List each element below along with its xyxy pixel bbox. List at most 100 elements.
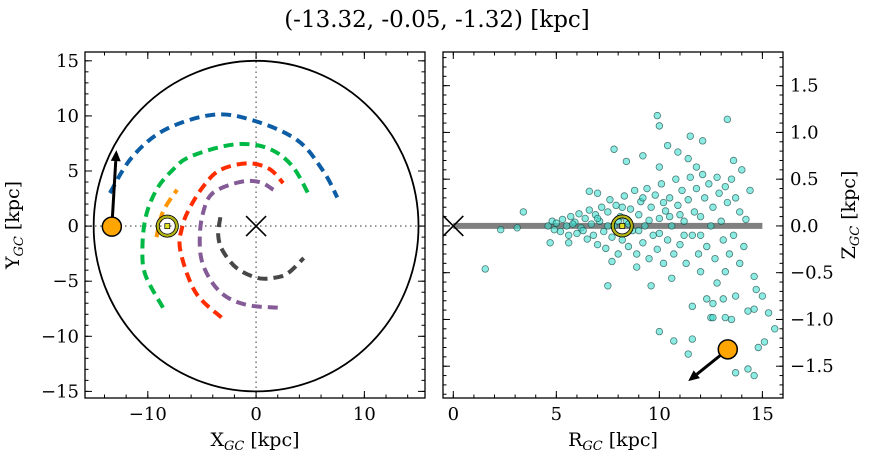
scatter-point bbox=[661, 207, 670, 215]
scatter-point bbox=[612, 201, 620, 210]
scatter-point bbox=[719, 295, 727, 303]
y-tick-label: −0.5 bbox=[790, 263, 834, 284]
scatter-point bbox=[610, 145, 618, 153]
scatter-point bbox=[746, 186, 754, 195]
scatter-point bbox=[585, 206, 594, 214]
y-tick-label: −10 bbox=[41, 326, 79, 347]
scatter-point bbox=[657, 180, 666, 188]
scatter-point bbox=[513, 224, 521, 232]
x-tick-label: 0 bbox=[250, 404, 261, 425]
scatter-point bbox=[705, 180, 713, 188]
scatter-point bbox=[729, 231, 738, 239]
scatter-point bbox=[758, 292, 767, 300]
y-tick-label: −1.0 bbox=[790, 309, 834, 330]
scatter-point bbox=[694, 250, 703, 258]
scatter-point bbox=[688, 302, 697, 311]
scatter-point bbox=[496, 225, 505, 234]
scatter-point bbox=[597, 203, 606, 211]
spiral-arm-line bbox=[216, 216, 306, 281]
scatter-point bbox=[688, 231, 697, 239]
scatter-point bbox=[655, 163, 664, 171]
scatter-point bbox=[562, 222, 571, 230]
scatter-point bbox=[564, 239, 573, 247]
axis-label-unit: [kpc] bbox=[603, 429, 658, 451]
scatter-point bbox=[647, 203, 655, 211]
y-tick-label: 1.0 bbox=[790, 122, 819, 143]
scatter-point bbox=[665, 194, 674, 202]
sun-marker-dot bbox=[619, 223, 626, 229]
scatter-point bbox=[764, 309, 773, 317]
x-tick-label: 10 bbox=[353, 404, 376, 425]
scatter-point bbox=[717, 217, 725, 225]
axis-label-unit: [kpc] bbox=[838, 171, 860, 226]
scatter-point bbox=[674, 148, 682, 156]
scatter-point bbox=[744, 307, 752, 315]
axis-label-unit: [kpc] bbox=[2, 181, 24, 236]
galactic-center-marker bbox=[443, 215, 464, 237]
x-tick-label: 10 bbox=[648, 404, 671, 425]
y-tick-label: 0.0 bbox=[790, 216, 819, 237]
scatter-point bbox=[742, 215, 750, 224]
scatter-point bbox=[696, 231, 705, 239]
scatter-point bbox=[583, 235, 591, 243]
sun-marker-outer bbox=[155, 214, 179, 238]
sun-marker-inner bbox=[613, 217, 631, 235]
sun-marker-ring bbox=[611, 215, 633, 237]
scatter-point bbox=[544, 222, 552, 230]
scatter-point bbox=[663, 236, 672, 244]
x-tick-label: 15 bbox=[751, 404, 774, 425]
scatter-point bbox=[569, 220, 577, 228]
axis-label-subscript: GC bbox=[848, 226, 863, 246]
scatter-point bbox=[738, 166, 746, 174]
scatter-point bbox=[655, 214, 664, 223]
x-tick-label: 5 bbox=[551, 404, 562, 425]
scatter-point bbox=[750, 272, 758, 281]
scatter-point bbox=[632, 250, 641, 258]
axis-label-main: Y bbox=[2, 256, 24, 270]
scatter-point bbox=[698, 170, 707, 179]
scatter-point bbox=[575, 210, 583, 218]
scatter-point bbox=[668, 274, 676, 283]
scatter-point bbox=[587, 220, 596, 228]
plot-frame bbox=[442, 51, 784, 399]
scatter-point bbox=[698, 137, 707, 145]
scatter-point bbox=[727, 175, 736, 183]
y-tick-label: −1.5 bbox=[790, 356, 834, 377]
scatter-point bbox=[556, 227, 565, 236]
axis-label-subscript: GC bbox=[224, 439, 244, 454]
axis-label-main: R bbox=[568, 429, 583, 451]
scatter-point bbox=[678, 186, 686, 195]
scatter-point bbox=[672, 175, 680, 183]
scatter-point bbox=[729, 156, 738, 165]
scatter-point bbox=[736, 208, 744, 216]
scatter-point bbox=[630, 186, 639, 195]
scatter-point bbox=[723, 115, 732, 124]
scatter-point bbox=[723, 198, 732, 207]
scatter-point bbox=[550, 225, 558, 234]
scatter-point bbox=[721, 313, 730, 322]
scatter-point bbox=[736, 259, 744, 268]
scatter-point bbox=[700, 194, 709, 202]
scatter-point bbox=[604, 282, 612, 290]
scatter-point bbox=[670, 337, 678, 345]
axis-label-subscript: GC bbox=[582, 439, 602, 454]
scatter-point bbox=[731, 369, 740, 377]
scatter-point bbox=[618, 203, 626, 211]
scatter-point bbox=[713, 173, 721, 182]
scatter-point bbox=[676, 240, 684, 249]
scatter-point bbox=[604, 208, 612, 216]
scatter-point bbox=[635, 226, 643, 235]
scatter-point bbox=[703, 295, 711, 303]
scatter-point bbox=[552, 219, 561, 227]
scatter-point bbox=[649, 231, 657, 239]
x-tick-label: 0 bbox=[448, 404, 459, 425]
scatter-point bbox=[655, 229, 664, 238]
y-tick-label: −5 bbox=[52, 271, 79, 292]
scatter-point bbox=[641, 222, 649, 230]
scatter-point bbox=[653, 111, 662, 120]
scatter-point bbox=[727, 315, 736, 324]
spiral-arm-line bbox=[177, 161, 285, 320]
y-tick-label: 10 bbox=[56, 106, 79, 127]
